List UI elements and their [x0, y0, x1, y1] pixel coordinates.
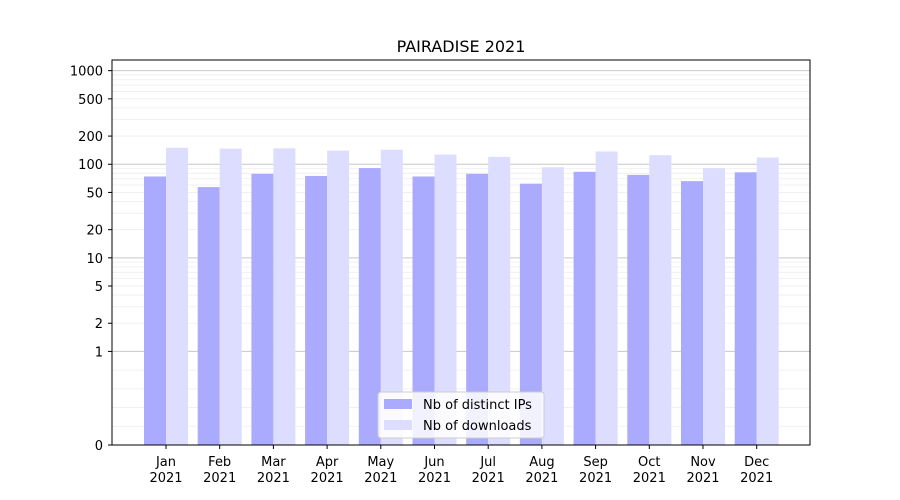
y-tick-label: 1: [95, 345, 103, 360]
x-tick-label-line: Aug: [529, 455, 554, 470]
x-tick-label-line: Jul: [479, 455, 496, 470]
y-tick-label: 20: [86, 224, 103, 239]
bar-downloads: [219, 148, 242, 445]
x-tick-label-line: Nov: [690, 455, 716, 470]
x-tick-label: Jan 2021: [149, 455, 182, 486]
x-tick-label-line: 2021: [525, 471, 558, 486]
y-tick-label: 2: [95, 317, 103, 332]
bar-distinct-ips: [412, 176, 435, 446]
x-tick-label-line: Apr: [316, 455, 339, 470]
bar-downloads: [703, 168, 725, 445]
bar-downloads: [595, 151, 618, 446]
y-tick-label: 200: [78, 130, 103, 145]
x-tick-label-line: Jan: [155, 455, 176, 470]
x-tick-label-line: Sep: [583, 455, 608, 470]
y-tick-label: 100: [78, 158, 103, 173]
bar-distinct-ips: [358, 168, 381, 445]
x-tick-label: Jul 2021: [472, 455, 505, 486]
x-tick-label: May 2021: [364, 455, 397, 486]
x-tick-label-line: 2021: [740, 471, 773, 486]
x-tick-label-line: May: [367, 455, 394, 470]
plot-frame: [111, 59, 811, 446]
x-tick-label: Aug 2021: [525, 455, 558, 486]
bar-downloads: [166, 147, 188, 445]
chart-title: PAIRADISE 2021: [397, 37, 526, 56]
x-tick-label: Sep 2021: [579, 455, 612, 486]
bar-downloads: [649, 155, 672, 445]
y-tick-label: 10: [86, 252, 103, 267]
legend-swatch: [384, 420, 412, 430]
x-tick-label-line: Oct: [638, 455, 660, 470]
x-tick-label-line: Dec: [744, 455, 769, 470]
bar-downloads: [327, 150, 350, 445]
x-tick-label: Feb 2021: [203, 455, 236, 486]
bar-downloads: [756, 157, 779, 445]
x-tick-label-line: 2021: [364, 471, 397, 486]
legend-label: Nb of distinct IPs: [423, 398, 532, 413]
x-tick-label-line: Mar: [261, 455, 286, 470]
x-tick-label-line: 2021: [418, 471, 451, 486]
y-tick-label: 1000: [70, 65, 103, 80]
bar-downloads: [488, 156, 511, 446]
legend-box: [377, 391, 545, 439]
bars: [144, 147, 779, 446]
x-tick-label-line: 2021: [472, 471, 505, 486]
bar-distinct-ips: [251, 173, 274, 446]
bar-downloads: [273, 148, 296, 446]
y-tick-label: 50: [86, 186, 103, 201]
legend-swatch: [384, 399, 412, 409]
y-tick-label: 5: [95, 280, 103, 295]
y-tick-label: 0: [95, 439, 103, 454]
x-tick-label-line: 2021: [633, 471, 666, 486]
bar-distinct-ips: [627, 174, 650, 445]
x-tick-label: Mar 2021: [257, 455, 290, 486]
y-axis: 0 1 2 5 10 20 50 100 200 500 1000: [70, 65, 112, 454]
x-tick-label-line: 2021: [203, 471, 236, 486]
x-tick-label: Dec 2021: [740, 455, 773, 486]
x-tick-label-line: 2021: [579, 471, 612, 486]
x-tick-label-line: Jun: [423, 455, 444, 470]
bar-distinct-ips: [305, 175, 328, 445]
bar-downloads: [541, 167, 564, 446]
bar-distinct-ips: [573, 171, 596, 445]
x-tick-label: Nov 2021: [686, 455, 719, 486]
x-tick-label-line: 2021: [311, 471, 344, 486]
bar-distinct-ips: [466, 173, 489, 446]
bar-distinct-ips: [681, 181, 703, 445]
bar-distinct-ips: [197, 187, 220, 445]
legend-label: Nb of downloads: [423, 419, 532, 434]
bar-distinct-ips: [734, 172, 757, 446]
legend: Nb of distinct IPs Nb of downloads: [377, 391, 545, 439]
x-tick-label: Oct 2021: [633, 455, 666, 486]
x-tick-label: Apr 2021: [311, 455, 344, 486]
x-tick-label-line: Feb: [208, 455, 231, 470]
y-tick-label: 500: [78, 93, 103, 108]
x-tick-label: Jun 2021: [418, 455, 451, 486]
bar-downloads: [380, 149, 403, 445]
bar-distinct-ips: [144, 176, 166, 446]
x-tick-label-line: 2021: [257, 471, 290, 486]
bar-distinct-ips: [519, 183, 542, 445]
x-tick-label-line: 2021: [686, 471, 719, 486]
bar-downloads: [434, 154, 457, 445]
x-tick-label-line: 2021: [149, 471, 182, 486]
